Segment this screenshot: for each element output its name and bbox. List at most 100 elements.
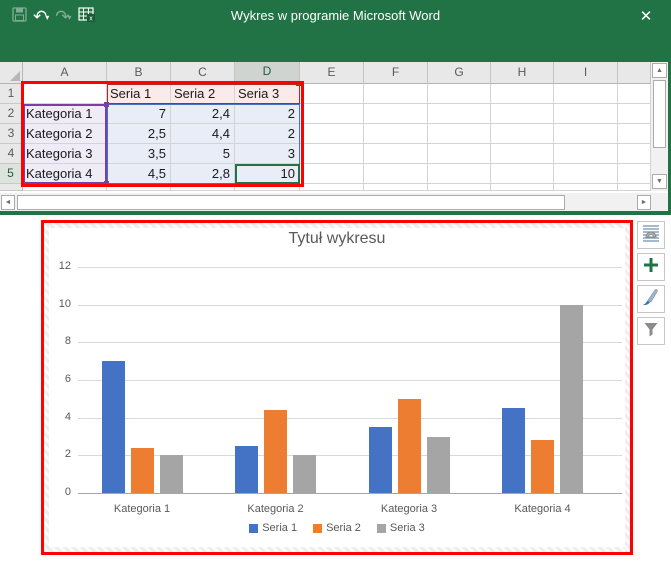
edit-data-in-excel-icon[interactable]: x (77, 6, 96, 28)
bar-Seria 1-Kategoria 3[interactable] (368, 427, 392, 493)
cell-J1[interactable] (618, 84, 651, 104)
bar-Seria 1-Kategoria 1[interactable] (101, 361, 125, 493)
cell-E5[interactable] (300, 164, 364, 184)
bar-Seria 1-Kategoria 2[interactable] (235, 445, 258, 493)
cell-G1[interactable] (428, 84, 491, 104)
legend-item-Seria 2[interactable]: Seria 2 (313, 522, 361, 534)
cell-B4[interactable]: 3,5 (107, 144, 171, 164)
cell-F5[interactable] (364, 164, 428, 184)
category-label[interactable]: Kategoria 3 (380, 503, 438, 515)
cell-A3[interactable]: Kategoria 2 (23, 124, 107, 144)
scroll-up-icon[interactable]: ▲ (652, 63, 667, 78)
cell-F4[interactable] (364, 144, 428, 164)
cell-J3[interactable] (618, 124, 651, 144)
cell-C1[interactable]: Seria 2 (171, 84, 235, 104)
cell-H4[interactable] (491, 144, 554, 164)
cell-A1[interactable] (23, 84, 107, 104)
bar-Seria 2-Kategoria 4[interactable] (531, 440, 554, 493)
column-header-E[interactable]: E (300, 62, 364, 84)
cell-D1[interactable]: Seria 3 (235, 84, 300, 104)
cell-H3[interactable] (491, 124, 554, 144)
bar-Seria 2-Kategoria 2[interactable] (264, 410, 287, 493)
row-header-2[interactable]: 2 (0, 104, 23, 124)
bar-Seria 3-Kategoria 1[interactable] (159, 455, 183, 493)
cell-E2[interactable] (300, 104, 364, 124)
cell-D4[interactable]: 3 (235, 144, 300, 164)
bar-Seria 3-Kategoria 3[interactable] (426, 436, 450, 493)
cell-A5[interactable]: Kategoria 4 (23, 164, 107, 184)
cell-I5[interactable] (554, 164, 618, 184)
column-header-C[interactable]: C (171, 62, 235, 84)
column-header-H[interactable]: H (491, 62, 554, 84)
cell-C5[interactable]: 2,8 (171, 164, 235, 184)
layout-options-button[interactable] (637, 221, 665, 249)
chart-legend[interactable]: Seria 1 Seria 2 Seria 3 (43, 522, 631, 534)
cell-E3[interactable] (300, 124, 364, 144)
legend-item-Seria 1[interactable]: Seria 1 (249, 522, 297, 534)
save-icon[interactable] (12, 7, 27, 27)
chart-styles-button[interactable] (637, 285, 665, 313)
cell-J2[interactable] (618, 104, 651, 124)
cell-G2[interactable] (428, 104, 491, 124)
select-all-corner[interactable] (0, 62, 23, 84)
column-header-I[interactable]: I (554, 62, 618, 84)
bar-Seria 3-Kategoria 4[interactable] (560, 304, 583, 493)
horizontal-scroll-thumb[interactable] (17, 195, 565, 210)
cell-C4[interactable]: 5 (171, 144, 235, 164)
cell-D3[interactable]: 2 (235, 124, 300, 144)
cell-F3[interactable] (364, 124, 428, 144)
row-header-3[interactable]: 3 (0, 124, 23, 144)
bar-Seria 3-Kategoria 2[interactable] (293, 455, 316, 493)
row-header-1[interactable]: 1 (0, 84, 23, 104)
row-header-4[interactable]: 4 (0, 144, 23, 164)
cell-B2[interactable]: 7 (107, 104, 171, 124)
close-button[interactable]: ✕ (639, 8, 653, 25)
cell-J4[interactable] (618, 144, 651, 164)
cell-E1[interactable] (300, 84, 364, 104)
cell-H5[interactable] (491, 164, 554, 184)
column-header-G[interactable]: G (428, 62, 491, 84)
cell-C3[interactable]: 4,4 (171, 124, 235, 144)
cell-B5[interactable]: 4,5 (107, 164, 171, 184)
bar-Seria 2-Kategoria 1[interactable] (130, 447, 154, 493)
undo-button[interactable]: ↶ ▾ (33, 7, 49, 27)
cell-G4[interactable] (428, 144, 491, 164)
cell-G3[interactable] (428, 124, 491, 144)
column-header-partial[interactable] (618, 62, 651, 84)
cell-J5[interactable] (618, 164, 651, 184)
chart-filters-button[interactable] (637, 317, 665, 345)
chart[interactable]: Tytuł wykresu 0 2 4 6 8 10 12 Kategoria 1 Katego… (43, 222, 631, 553)
cell-B3[interactable]: 2,5 (107, 124, 171, 144)
cell-A2[interactable]: Kategoria 1 (23, 104, 107, 124)
cell-C2[interactable]: 2,4 (171, 104, 235, 124)
cell-I4[interactable] (554, 144, 618, 164)
undo-dropdown-icon[interactable]: ▾ (45, 12, 50, 22)
redo-button[interactable]: ↷ ▾ (55, 7, 71, 27)
scroll-left-icon[interactable]: ◄ (1, 195, 15, 210)
column-header-D[interactable]: D (235, 62, 300, 84)
cell-H2[interactable] (491, 104, 554, 124)
legend-item-Seria 3[interactable]: Seria 3 (376, 522, 425, 534)
bar-Seria 2-Kategoria 3[interactable] (397, 398, 421, 493)
column-header-B[interactable]: B (107, 62, 171, 84)
chart-title[interactable]: Tytuł wykresu (288, 230, 386, 247)
chart-elements-button[interactable] (637, 253, 665, 281)
bar-Seria 1-Kategoria 4[interactable] (502, 408, 525, 493)
cell-I2[interactable] (554, 104, 618, 124)
row-header-5[interactable]: 5 (0, 164, 23, 184)
cell-B1[interactable]: Seria 1 (107, 84, 171, 104)
column-header-A[interactable]: A (23, 62, 107, 84)
column-header-F[interactable]: F (364, 62, 428, 84)
cell-D2[interactable]: 2 (235, 104, 300, 124)
cell-A4[interactable]: Kategoria 3 (23, 144, 107, 164)
cell-E4[interactable] (300, 144, 364, 164)
cell-F1[interactable] (364, 84, 428, 104)
scroll-down-icon[interactable]: ▼ (652, 174, 667, 189)
category-label[interactable]: Kategoria 1 (113, 503, 171, 515)
cell-D5[interactable]: 10 (235, 164, 300, 184)
cell-H1[interactable] (491, 84, 554, 104)
category-label[interactable]: Kategoria 4 (514, 503, 571, 515)
cell-I1[interactable] (554, 84, 618, 104)
cell-G5[interactable] (428, 164, 491, 184)
category-label[interactable]: Kategoria 2 (247, 503, 304, 515)
